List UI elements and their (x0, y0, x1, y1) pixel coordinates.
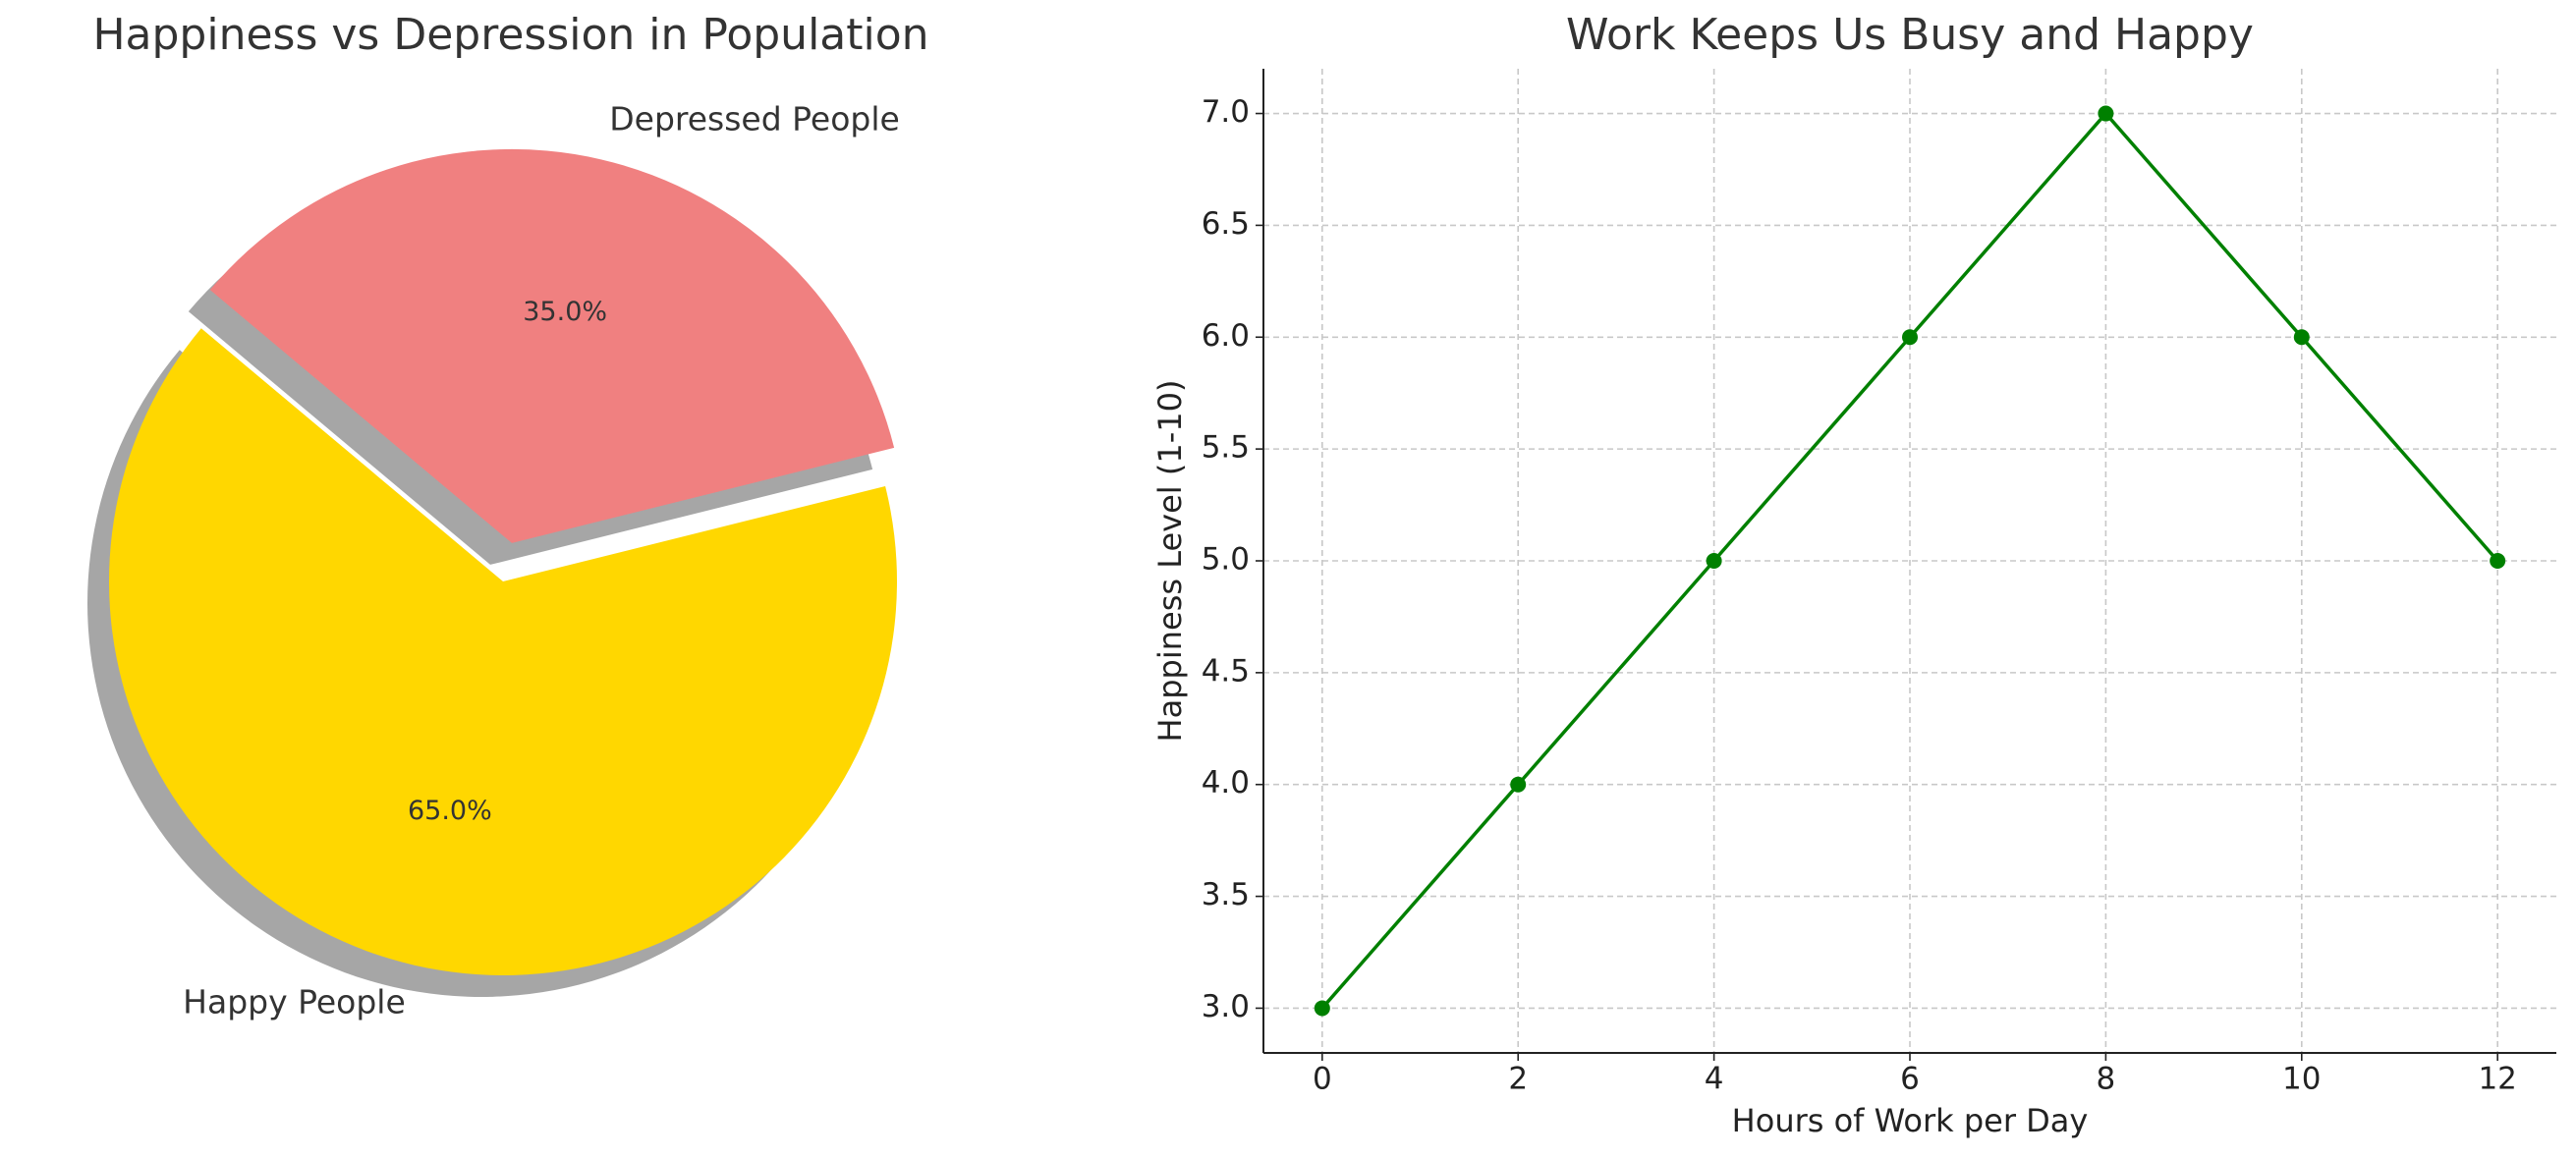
point (1902, 329, 1918, 346)
wedge-label: Happy People (183, 982, 406, 1021)
y-tick-label: 6.5 (1202, 206, 1250, 242)
x-tick-label: 2 (1508, 1062, 1528, 1097)
y-tick-label: 4.5 (1202, 653, 1250, 689)
point (1706, 553, 1722, 569)
point (2098, 105, 2114, 122)
y-tick-label: 4.0 (1202, 765, 1250, 800)
y-tick-label: 3.0 (1202, 989, 1250, 1024)
y-tick-label: 5.0 (1202, 542, 1250, 578)
y-tick-label: 5.5 (1202, 430, 1250, 466)
line-title: Work Keeps Us Busy and Happy (1566, 10, 2254, 60)
y-axis-label: Happiness Level (1-10) (1151, 380, 1189, 743)
x-tick-label: 12 (2478, 1062, 2516, 1097)
y-tick-label: 6.0 (1202, 318, 1250, 354)
pie-title: Happiness vs Depression in Population (92, 10, 928, 60)
wedge (209, 148, 895, 543)
x-tick-label: 6 (1900, 1062, 1920, 1097)
wedge-percent: 35.0% (523, 297, 607, 327)
point (1314, 1000, 1330, 1017)
wedge (109, 328, 898, 975)
point (1510, 776, 1527, 793)
x-axis-label: Hours of Work per Day (1732, 1102, 2089, 1139)
wedge-label: Depressed People (609, 100, 900, 138)
x-tick-label: 0 (1313, 1062, 1332, 1097)
y-tick-label: 7.0 (1202, 94, 1250, 130)
point (2490, 553, 2506, 569)
x-tick-label: 10 (2282, 1062, 2321, 1097)
wedge-percent: 65.0% (408, 796, 492, 826)
x-tick-label: 4 (1705, 1062, 1724, 1097)
y-tick-label: 3.5 (1202, 877, 1250, 912)
point (2293, 329, 2310, 346)
x-tick-label: 8 (2097, 1062, 2116, 1097)
